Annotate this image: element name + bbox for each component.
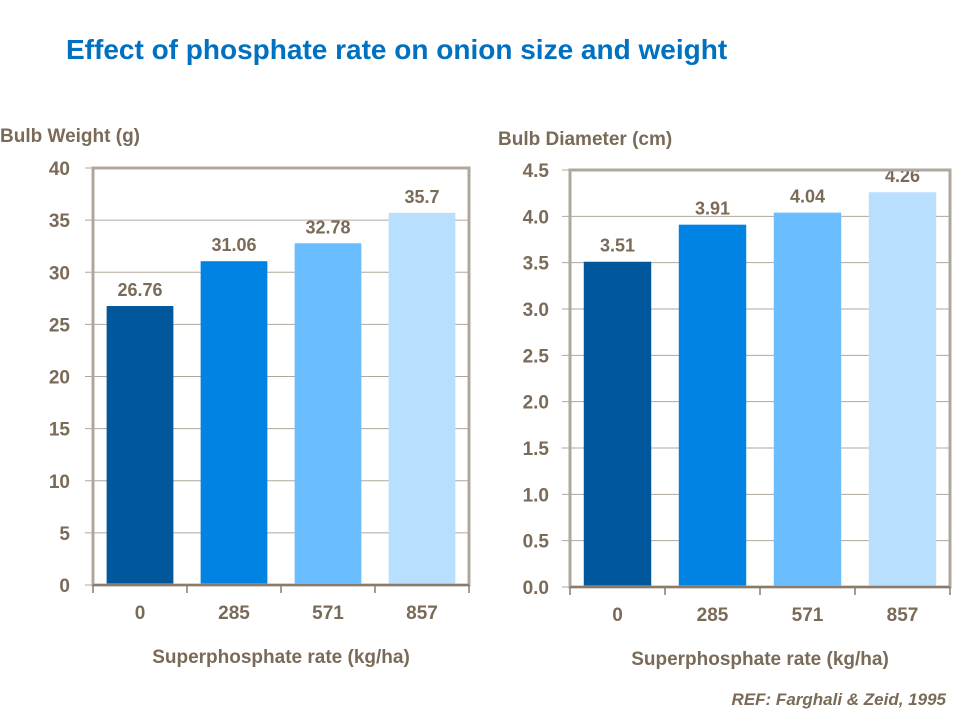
- bar: [388, 212, 456, 585]
- y-tick-label: 20: [49, 368, 70, 389]
- y-tick-label: 0.5: [523, 532, 550, 553]
- data-label: 35.7: [404, 187, 439, 207]
- x-tick-label: 285: [218, 603, 250, 624]
- y-tick-label: 5: [59, 524, 70, 545]
- data-label: 32.78: [305, 217, 350, 237]
- y-tick-label: 10: [49, 472, 70, 493]
- y-tick-label: 2.0: [523, 393, 549, 414]
- x-tick-label: 857: [887, 605, 919, 626]
- y-tick-label: 3.5: [523, 254, 550, 275]
- y-axis-title: Bulb Diameter (cm): [498, 129, 672, 150]
- data-label: 3.51: [600, 236, 635, 256]
- reference-note: REF: Farghali & Zeid, 1995: [731, 690, 946, 709]
- y-tick-label: 2.5: [523, 346, 550, 367]
- y-tick-label: 0: [59, 576, 70, 597]
- data-label: 4.04: [790, 187, 825, 207]
- y-tick-label: 4.0: [523, 207, 549, 228]
- x-tick-label: 285: [697, 605, 729, 626]
- y-tick-label: 1.0: [523, 485, 549, 506]
- x-tick-label: 571: [792, 605, 824, 626]
- y-tick-label: 35: [49, 211, 71, 232]
- bar: [294, 243, 362, 585]
- slide-title: Effect of phosphate rate on onion size a…: [66, 34, 728, 65]
- x-axis-title: Superphosphate rate (kg/ha): [631, 649, 889, 670]
- y-tick-label: 15: [49, 420, 71, 441]
- bar: [678, 224, 747, 587]
- y-tick-label: 40: [49, 159, 70, 180]
- y-tick-label: 0.0: [523, 578, 549, 599]
- x-tick-label: 0: [612, 605, 623, 626]
- x-axis-title: Superphosphate rate (kg/ha): [152, 647, 410, 668]
- bar: [583, 261, 652, 587]
- bar: [106, 306, 174, 585]
- bar: [868, 192, 937, 588]
- y-tick-label: 3.0: [523, 300, 549, 321]
- data-label: 26.76: [117, 280, 162, 300]
- y-tick-label: 30: [49, 263, 70, 284]
- x-tick-label: 857: [406, 603, 438, 624]
- y-axis-title: Bulb Weight (g): [0, 126, 140, 147]
- data-label: 31.06: [211, 235, 256, 255]
- data-label: 3.91: [695, 199, 730, 219]
- y-tick-label: 4.5: [523, 161, 550, 182]
- x-tick-label: 571: [312, 603, 344, 624]
- bar: [200, 261, 268, 585]
- y-tick-label: 25: [49, 315, 71, 336]
- y-tick-label: 1.5: [523, 439, 550, 460]
- bar: [773, 212, 842, 588]
- x-tick-label: 0: [135, 603, 146, 624]
